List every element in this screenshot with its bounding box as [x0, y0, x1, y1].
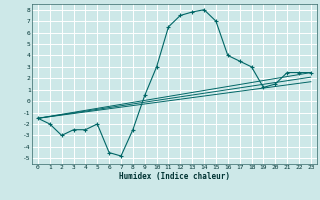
X-axis label: Humidex (Indice chaleur): Humidex (Indice chaleur)	[119, 172, 230, 181]
